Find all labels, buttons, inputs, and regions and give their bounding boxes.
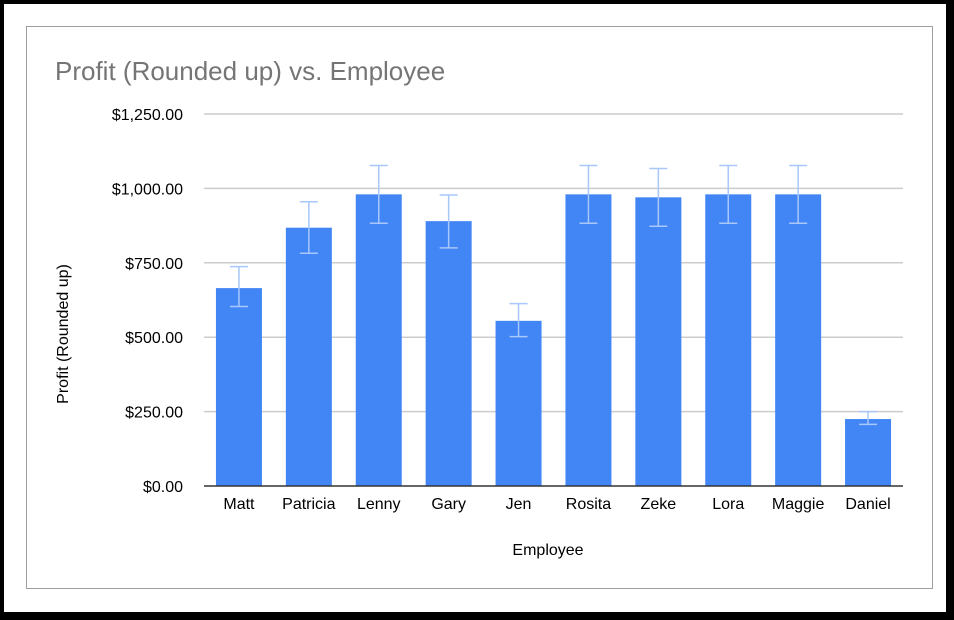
bar-chart: Profit (Rounded up) vs. Employee $0.00 $2… xyxy=(55,56,903,559)
error-bar xyxy=(299,201,318,255)
x-tick-label: Daniel xyxy=(845,496,890,513)
bar-patricia xyxy=(285,227,332,486)
x-axis-title: Employee xyxy=(512,542,583,559)
x-axis-ticks: Matt Patricia Lenny Gary Jen Rosita Zeke Lora Ma… xyxy=(223,496,890,513)
y-tick-label: $1,250.00 xyxy=(112,107,183,124)
y-tick-label: $500.00 xyxy=(125,330,183,347)
error-bar xyxy=(229,265,248,308)
y-tick-label: $250.00 xyxy=(125,405,183,422)
chart-title: Profit (Rounded up) vs. Employee xyxy=(55,56,445,86)
bar-daniel xyxy=(845,419,892,486)
bar-rosita xyxy=(565,194,612,487)
x-tick-label: Jen xyxy=(506,496,532,513)
error-bars xyxy=(229,164,878,426)
screenshot-frame: Profit (Rounded up) vs. Employee $0.00 $2… xyxy=(4,4,946,612)
bar-maggie xyxy=(775,194,822,487)
y-axis-ticks: $0.00 $250.00 $500.00 $750.00 $1,000.00 $1,25… xyxy=(112,107,183,496)
chart-card: Profit (Rounded up) vs. Employee $0.00 $2… xyxy=(26,26,933,589)
error-bar xyxy=(789,164,808,224)
y-tick-label: $1,000.00 xyxy=(112,181,183,198)
x-tick-label: Maggie xyxy=(772,496,825,513)
error-bar xyxy=(719,164,738,224)
error-bar xyxy=(579,164,598,224)
bar-jen xyxy=(495,320,542,486)
y-axis-title: Profit (Rounded up) xyxy=(55,264,72,404)
x-tick-label: Gary xyxy=(431,496,466,513)
error-bar xyxy=(859,410,878,426)
bar-gary xyxy=(425,221,472,487)
bar-lenny xyxy=(355,194,402,487)
x-tick-label: Rosita xyxy=(566,496,611,513)
bar-zeke xyxy=(635,197,682,486)
error-bar xyxy=(439,194,458,249)
x-tick-label: Patricia xyxy=(282,496,335,513)
x-tick-label: Lora xyxy=(712,496,744,513)
y-tick-label: $750.00 xyxy=(125,256,183,273)
bar-matt xyxy=(215,288,262,486)
x-tick-label: Zeke xyxy=(641,496,677,513)
y-tick-label: $0.00 xyxy=(143,479,183,496)
error-bar xyxy=(369,164,388,224)
error-bar xyxy=(649,167,668,227)
x-tick-label: Matt xyxy=(223,496,255,513)
error-bar xyxy=(509,302,528,338)
x-tick-label: Lenny xyxy=(357,496,401,513)
bar-lora xyxy=(705,194,752,487)
bars xyxy=(215,194,892,487)
